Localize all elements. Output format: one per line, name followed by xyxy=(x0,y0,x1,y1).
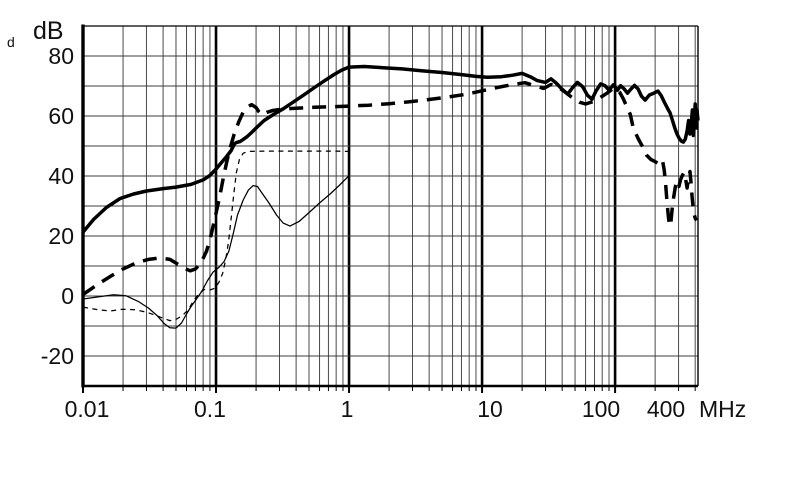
x-tick-label: 10 xyxy=(477,396,503,422)
x-tick-label: 0.1 xyxy=(194,396,226,422)
y-tick-label: 20 xyxy=(48,223,74,249)
x-tick-label: 1 xyxy=(340,396,354,422)
y-tick-label: 0 xyxy=(61,283,74,309)
y-tick-label: 60 xyxy=(48,103,74,129)
y-tick-label: 40 xyxy=(48,163,74,189)
x-axis-unit-label: MHz xyxy=(699,396,747,422)
figure-corner-label: d xyxy=(7,34,15,50)
y-tick-label: -20 xyxy=(40,343,74,369)
y-axis-unit-label: dB xyxy=(33,17,64,45)
series-thick-solid xyxy=(81,64,700,234)
series-thick-dashed xyxy=(82,80,699,296)
x-tick-label: 100 xyxy=(581,396,621,422)
y-tick-label: 80 xyxy=(48,43,74,69)
x-tick-label: 400 xyxy=(646,396,686,422)
x-tick-label: 0.01 xyxy=(64,396,110,422)
series-thin-solid xyxy=(82,175,350,329)
series-thin-dashed xyxy=(82,150,348,322)
